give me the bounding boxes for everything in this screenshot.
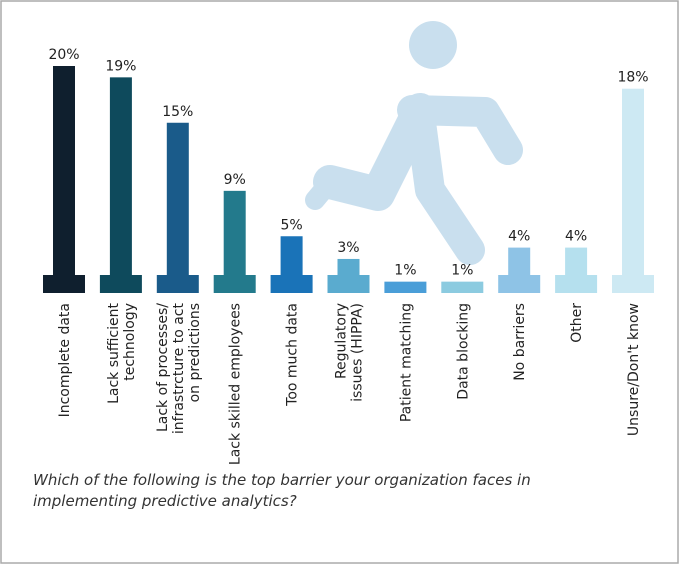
bar [338, 259, 360, 276]
value-label: 18% [617, 70, 648, 86]
bar-base [441, 282, 483, 293]
caption: Which of the following is the top barrie… [33, 470, 593, 512]
value-label: 15% [162, 104, 193, 120]
x-tick-label: Data blocking [455, 303, 471, 400]
bar [281, 236, 303, 275]
x-tick-label: Lack sufficient [106, 302, 122, 403]
bar [110, 77, 132, 275]
value-label: 1% [394, 263, 416, 279]
bar-base [328, 275, 370, 293]
x-tick-label: on predictions [187, 303, 203, 402]
value-label: 5% [280, 217, 302, 233]
runner-icon [315, 21, 508, 250]
bar [622, 89, 644, 276]
value-label: 4% [508, 229, 530, 245]
bar-base [157, 275, 199, 293]
bar-base [43, 275, 85, 293]
bar [167, 123, 189, 276]
bar-base [555, 275, 597, 293]
value-label: 3% [337, 240, 359, 256]
x-tick-label: Regulatory [334, 303, 350, 379]
bar [224, 191, 246, 276]
x-tick-label: Patient matching [398, 303, 414, 422]
x-tick-label: Lack of processes/ [155, 303, 171, 432]
bar-base [100, 275, 142, 293]
bar-base [271, 275, 313, 293]
value-label: 4% [565, 229, 587, 245]
bar-base [612, 275, 654, 293]
bar [565, 248, 587, 276]
x-tick-label: Lack skilled employees [228, 303, 244, 465]
value-label: 19% [105, 58, 136, 74]
page: 20% Incomplete data 19% Lack sufficienttech… [0, 0, 680, 565]
x-tick-label: No barriers [512, 303, 528, 381]
value-label: 20% [48, 47, 79, 63]
bar-base [384, 282, 426, 293]
x-tick-label: Other [569, 303, 585, 343]
x-tick-label: Incomplete data [57, 303, 73, 417]
bar-base [498, 275, 540, 293]
x-tick-label: Unsure/Don't know [626, 303, 642, 436]
value-label: 9% [224, 172, 246, 188]
x-tick-label: technology [122, 303, 138, 381]
bar [508, 248, 530, 276]
value-label: 1% [451, 263, 473, 279]
x-tick-label: infrastrcture to act [171, 302, 187, 434]
bar-base [214, 275, 256, 293]
x-tick-label: issues (HIPPA) [350, 303, 366, 402]
bar [53, 66, 75, 276]
x-tick-label: Too much data [285, 303, 301, 407]
